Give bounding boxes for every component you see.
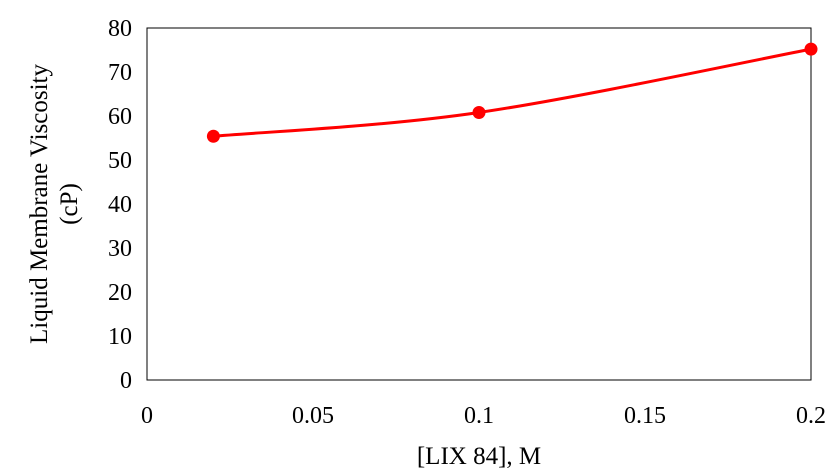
data-point: [206, 129, 220, 143]
y-tick-label: 70: [108, 60, 132, 86]
y-axis-title-unit: (cP): [56, 183, 83, 225]
x-tick-label: 0.15: [624, 403, 666, 429]
x-tick-label: 0.1: [464, 403, 494, 429]
data-point: [472, 105, 486, 119]
y-tick-label: 50: [108, 148, 132, 174]
data-point: [804, 42, 818, 56]
y-tick-label: 40: [108, 192, 132, 218]
x-tick-label: 0.05: [292, 403, 334, 429]
y-axis-title: Liquid Membrane Viscosity: [26, 64, 53, 344]
y-tick-label: 20: [108, 280, 132, 306]
y-tick-label: 10: [108, 324, 132, 350]
plot-area-frame: [146, 27, 812, 381]
x-tick-label: 0: [141, 403, 153, 429]
y-tick-label: 60: [108, 104, 132, 130]
x-axis-tick-labels: 0 0.05 0.1 0.15 0.2: [141, 403, 826, 429]
x-axis-title: [LIX 84], M: [417, 443, 541, 470]
x-tick-label: 0.2: [796, 403, 826, 429]
y-tick-label: 0: [120, 368, 132, 394]
series-markers: [206, 42, 818, 143]
series-line: [213, 47, 812, 138]
y-tick-label: 30: [108, 236, 132, 262]
y-axis-tick-labels: 0 10 20 30 40 50 60 70 80: [108, 16, 132, 394]
y-tick-label: 80: [108, 16, 132, 42]
